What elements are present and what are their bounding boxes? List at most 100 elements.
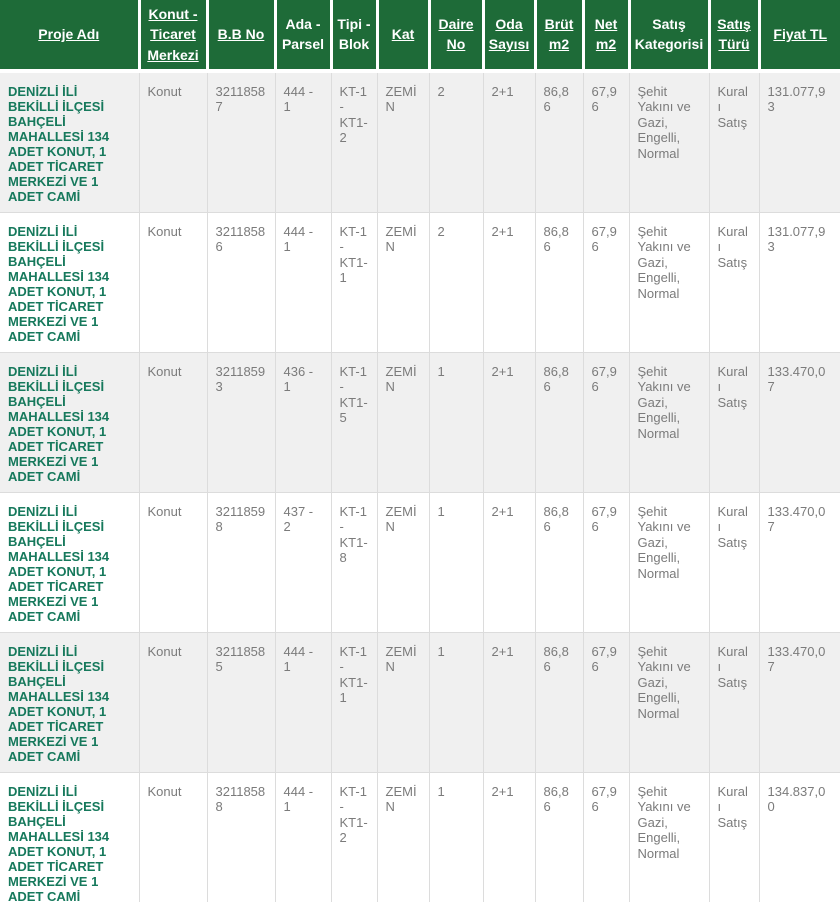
cell-proje-adi: DENİZLİ İLİ BEKİLLİ İLÇESİ BAHÇELİ MAHAL… [0,352,140,493]
cell-satis-kategorisi: Şehit Yakını ve Gazi, Engelli, Normal [629,492,710,633]
sort-link-bb-no[interactable]: B.B No [217,26,265,43]
cell-net-m2: 67,96 [583,352,630,493]
cell-ada-parsel: 444 - 1 [275,772,332,902]
cell-brut-m2: 86,86 [535,70,584,213]
cell-ada-parsel: 444 - 1 [275,70,332,213]
cell-kat: ZEMİN [377,352,430,493]
cell-proje-adi: DENİZLİ İLİ BEKİLLİ İLÇESİ BAHÇELİ MAHAL… [0,492,140,633]
cell-ada-parsel: 437 - 2 [275,492,332,633]
cell-brut-m2: 86,86 [535,492,584,633]
cell-daire-no: 2 [429,70,484,213]
column-header-brut-m2: Brüt m2 [535,0,585,73]
cell-konut-ticaret-merkezi: Konut [139,632,208,773]
cell-brut-m2: 86,86 [535,352,584,493]
cell-fiyat: 133.470,07 [759,632,840,773]
column-header-tipi-blok: Tipi - Blok [331,0,379,73]
cell-tipi-blok: KT-1 - KT1-5 [331,352,378,493]
cell-satis-kategorisi: Şehit Yakını ve Gazi, Engelli, Normal [629,212,710,353]
cell-tipi-blok: KT-1 - KT1-8 [331,492,378,633]
cell-fiyat: 133.470,07 [759,352,840,493]
column-header-kat: Kat [377,0,431,73]
cell-tipi-blok: KT-1 - KT1-1 [331,212,378,353]
cell-brut-m2: 86,86 [535,632,584,773]
cell-daire-no: 1 [429,772,484,902]
cell-oda-sayisi: 2+1 [483,492,536,633]
cell-konut-ticaret-merkezi: Konut [139,772,208,902]
cell-tipi-blok: KT-1 - KT1-2 [331,70,378,213]
cell-net-m2: 67,96 [583,212,630,353]
cell-satis-turu: Kuralı Satış [709,70,760,213]
cell-oda-sayisi: 2+1 [483,772,536,902]
cell-kat: ZEMİN [377,772,430,902]
column-header-oda-sayisi: Oda Sayısı [483,0,537,73]
sort-link-konut-ticaret-merkezi[interactable]: Konut - Ticaret Merkezi [147,6,199,63]
column-label-ada-parsel: Ada - Parsel [281,16,325,53]
column-header-fiyat-tl: Fiyat TL [759,0,840,73]
cell-satis-kategorisi: Şehit Yakını ve Gazi, Engelli, Normal [629,772,710,902]
cell-kat: ZEMİN [377,632,430,773]
column-header-konut-ticaret-merkezi: Konut - Ticaret Merkezi [139,0,209,73]
cell-brut-m2: 86,86 [535,212,584,353]
column-header-daire-no: Daire No [429,0,485,73]
cell-net-m2: 67,96 [583,70,630,213]
cell-konut-ticaret-merkezi: Konut [139,492,208,633]
cell-tipi-blok: KT-1 - KT1-1 [331,632,378,773]
table-row: DENİZLİ İLİ BEKİLLİ İLÇESİ BAHÇELİ MAHAL… [0,772,840,902]
cell-satis-turu: Kuralı Satış [709,772,760,902]
sort-link-kat[interactable]: Kat [391,26,415,43]
sort-link-satis-turu[interactable]: Satış Türü [717,16,751,53]
sort-link-brut-m2[interactable]: Brüt m2 [544,16,574,53]
cell-fiyat: 134.837,00 [759,772,840,902]
cell-daire-no: 2 [429,212,484,353]
cell-satis-turu: Kuralı Satış [709,212,760,353]
cell-ada-parsel: 444 - 1 [275,212,332,353]
column-header-net-m2: Net m2 [583,0,631,73]
column-label-tipi-blok: Tipi - Blok [337,16,371,53]
cell-satis-kategorisi: Şehit Yakını ve Gazi, Engelli, Normal [629,352,710,493]
cell-kat: ZEMİN [377,70,430,213]
cell-bb-no: 32118586 [207,212,276,353]
cell-kat: ZEMİN [377,212,430,353]
column-header-ada-parsel: Ada - Parsel [275,0,333,73]
column-header-bb-no: B.B No [207,0,277,73]
cell-konut-ticaret-merkezi: Konut [139,352,208,493]
cell-satis-turu: Kuralı Satış [709,352,760,493]
cell-satis-turu: Kuralı Satış [709,632,760,773]
table-row: DENİZLİ İLİ BEKİLLİ İLÇESİ BAHÇELİ MAHAL… [0,352,840,493]
column-header-proje-adi: Proje Adı [0,0,141,73]
cell-bb-no: 32118587 [207,70,276,213]
sort-link-net-m2[interactable]: Net m2 [594,16,618,53]
header-row: Proje Adı Konut - Ticaret Merkezi B.B No… [0,0,840,73]
sort-link-daire-no[interactable]: Daire No [438,16,474,53]
cell-daire-no: 1 [429,352,484,493]
sort-link-proje-adi[interactable]: Proje Adı [38,26,100,43]
cell-oda-sayisi: 2+1 [483,70,536,213]
cell-fiyat: 131.077,93 [759,212,840,353]
cell-net-m2: 67,96 [583,492,630,633]
column-header-satis-turu: Satış Türü [709,0,761,73]
cell-proje-adi: DENİZLİ İLİ BEKİLLİ İLÇESİ BAHÇELİ MAHAL… [0,772,140,902]
cell-net-m2: 67,96 [583,772,630,902]
sort-link-oda-sayisi[interactable]: Oda Sayısı [488,16,530,53]
table-header: Proje Adı Konut - Ticaret Merkezi B.B No… [0,0,840,73]
cell-ada-parsel: 444 - 1 [275,632,332,773]
cell-satis-kategorisi: Şehit Yakını ve Gazi, Engelli, Normal [629,70,710,213]
cell-fiyat: 133.470,07 [759,492,840,633]
sort-link-fiyat-tl[interactable]: Fiyat TL [773,26,828,43]
cell-kat: ZEMİN [377,492,430,633]
cell-proje-adi: DENİZLİ İLİ BEKİLLİ İLÇESİ BAHÇELİ MAHAL… [0,632,140,773]
table-body: DENİZLİ İLİ BEKİLLİ İLÇESİ BAHÇELİ MAHAL… [0,70,840,902]
cell-bb-no: 32118585 [207,632,276,773]
cell-proje-adi: DENİZLİ İLİ BEKİLLİ İLÇESİ BAHÇELİ MAHAL… [0,70,140,213]
cell-konut-ticaret-merkezi: Konut [139,70,208,213]
cell-oda-sayisi: 2+1 [483,632,536,773]
table-row: DENİZLİ İLİ BEKİLLİ İLÇESİ BAHÇELİ MAHAL… [0,70,840,213]
cell-bb-no: 32118588 [207,772,276,902]
table-row: DENİZLİ İLİ BEKİLLİ İLÇESİ BAHÇELİ MAHAL… [0,632,840,773]
table-row: DENİZLİ İLİ BEKİLLİ İLÇESİ BAHÇELİ MAHAL… [0,212,840,353]
cell-bb-no: 32118593 [207,352,276,493]
cell-satis-kategorisi: Şehit Yakını ve Gazi, Engelli, Normal [629,632,710,773]
column-header-satis-kategorisi: Satış Kategorisi [629,0,711,73]
